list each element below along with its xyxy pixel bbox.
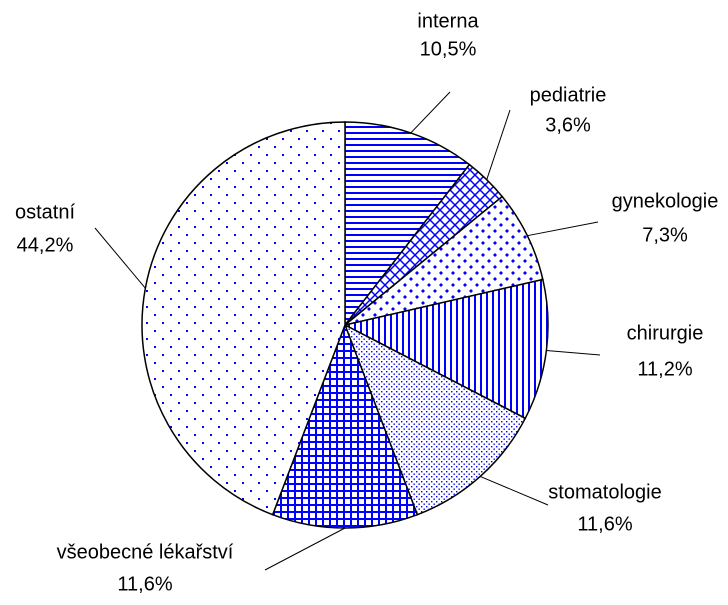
leader-line [486, 109, 511, 180]
leader-line [546, 349, 601, 356]
pie-slice [343, 323, 527, 516]
leader-line [410, 91, 451, 134]
slice-label: pediatrie [530, 84, 607, 106]
slice-label: chirurgie [627, 322, 704, 344]
leader-line [480, 475, 549, 506]
slice-value-label: 11,6% [577, 513, 632, 535]
leader-line [264, 527, 346, 571]
leader-line [94, 227, 146, 289]
slice-label: ostatní [15, 201, 75, 223]
pie-slice [344, 121, 471, 328]
pie-slice [271, 322, 419, 529]
pie-slice [342, 278, 549, 420]
slice-value-label: 7,3% [642, 224, 688, 246]
slice-value-label: 10,5% [420, 38, 477, 60]
slice-value-label: 3,6% [545, 114, 591, 136]
slice-value-label: 44,2% [17, 234, 74, 256]
slice-label: interna [417, 10, 479, 32]
slice-label: stomatologie [548, 481, 661, 503]
slice-label: gynekologie [612, 190, 719, 212]
slice-value-label: 11,2% [637, 358, 692, 380]
leader-line [527, 221, 599, 237]
slice-value-label: 11,6% [117, 573, 172, 595]
slice-label: všeobecné lékařství [57, 541, 234, 563]
